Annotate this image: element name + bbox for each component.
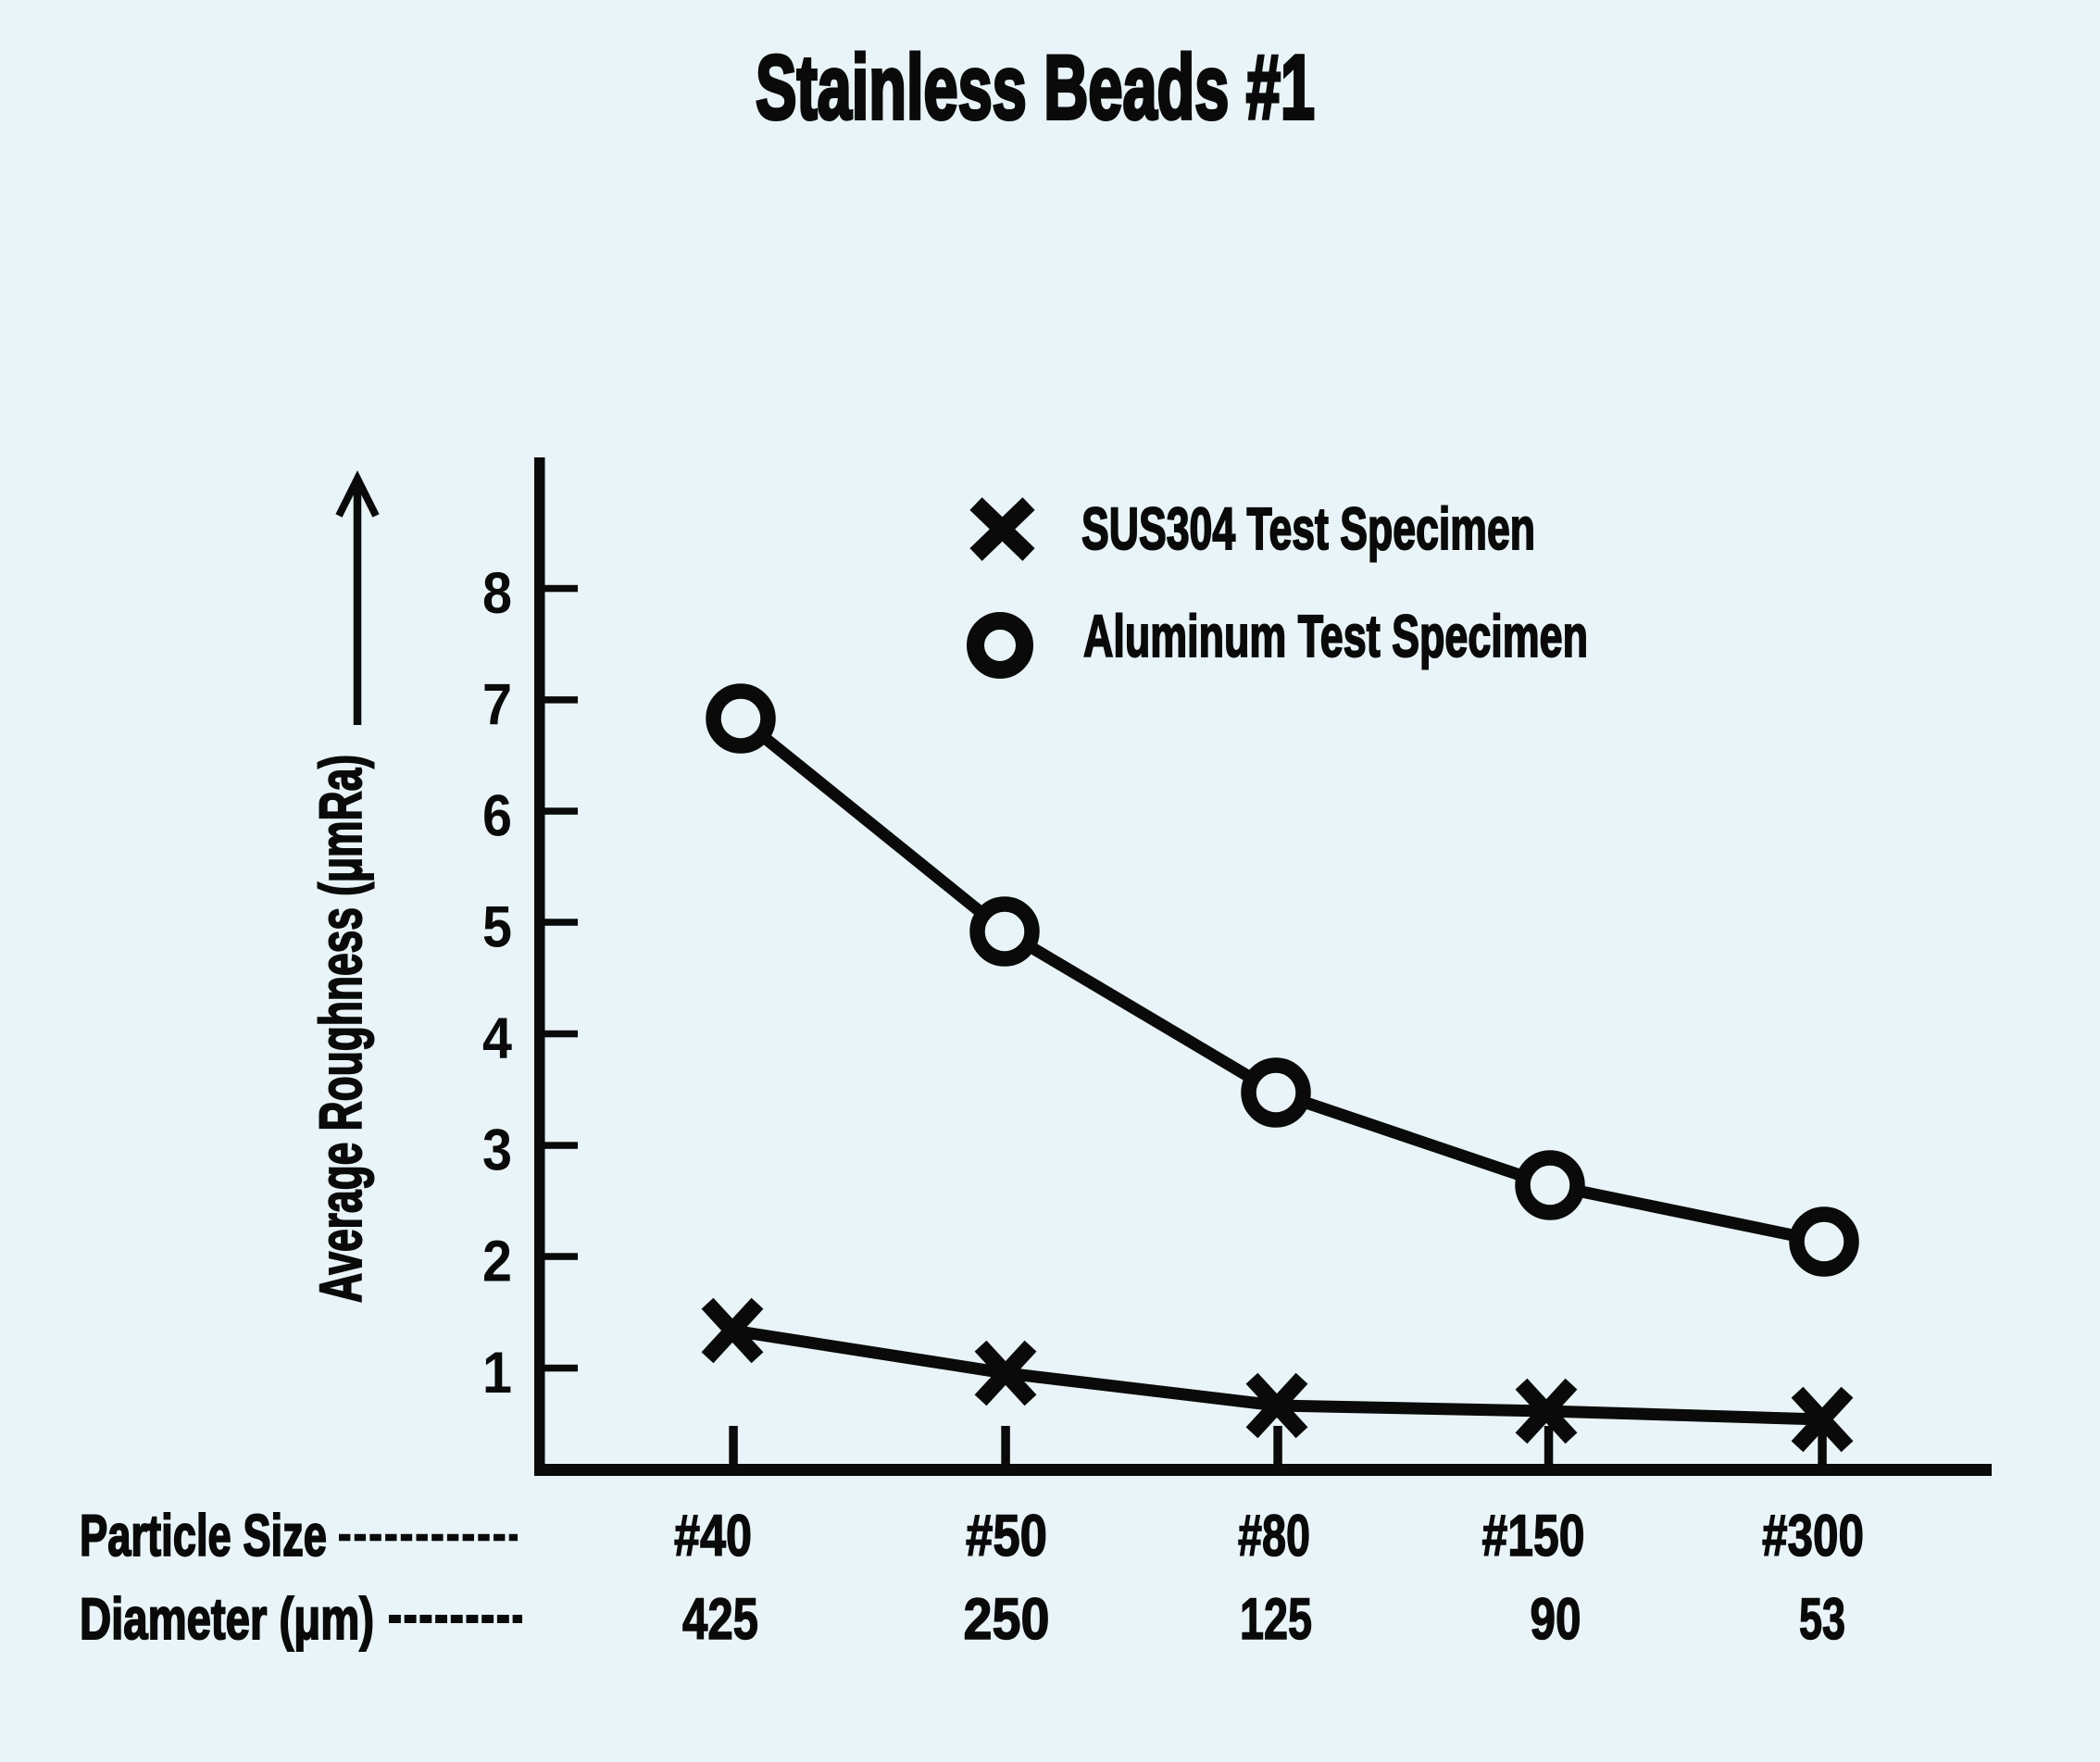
svg-text:1: 1 [482,1341,512,1406]
svg-text:#80: #80 [1238,1504,1310,1568]
svg-text:Stainless Beads #1: Stainless Beads #1 [756,36,1315,138]
svg-text:5: 5 [482,895,512,960]
svg-text:8: 8 [482,561,512,626]
svg-text:7: 7 [482,672,512,737]
svg-text:53: 53 [1799,1587,1845,1652]
svg-text:#150: #150 [1482,1504,1585,1568]
svg-text:6: 6 [482,784,512,849]
svg-text:2: 2 [482,1230,512,1294]
svg-text:425: 425 [682,1587,758,1652]
svg-text:#300: #300 [1762,1504,1864,1568]
svg-text:SUS304 Test Specimen: SUS304 Test Specimen [1081,495,1535,562]
svg-text:#40: #40 [674,1504,752,1568]
svg-text:4: 4 [482,1006,512,1071]
svg-text:3: 3 [482,1118,512,1183]
svg-text:Aluminum Test Specimen: Aluminum Test Specimen [1083,603,1588,669]
svg-text:Diameter (μm): Diameter (μm) [80,1587,374,1652]
svg-text:#50: #50 [966,1504,1047,1568]
svg-text:250: 250 [964,1587,1050,1652]
svg-text:Average Roughness (μmRa): Average Roughness (μmRa) [307,755,374,1303]
svg-text:90: 90 [1531,1587,1581,1652]
svg-text:125: 125 [1240,1587,1312,1652]
svg-text:Particle Size: Particle Size [80,1504,327,1568]
